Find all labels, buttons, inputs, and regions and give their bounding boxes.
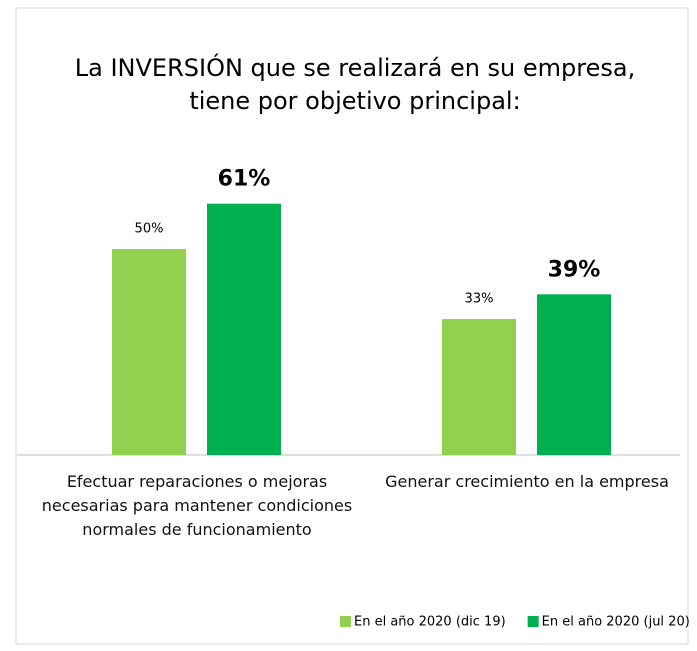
- data-label: 61%: [218, 167, 271, 192]
- bar: [537, 294, 611, 455]
- legend-swatch: [340, 616, 351, 627]
- bar: [442, 319, 516, 455]
- x-tick-label: Efectuar reparaciones o mejoras necesari…: [41, 472, 353, 539]
- legend-label: En el año 2020 (dic 19): [354, 615, 506, 630]
- data-label: 50%: [135, 222, 164, 237]
- data-label: 33%: [465, 292, 494, 307]
- bar: [207, 203, 281, 455]
- legend-swatch: [527, 616, 539, 627]
- x-tick-label: Generar crecimiento en la empresa: [385, 472, 669, 491]
- chart-border: [15, 7, 689, 645]
- data-label: 39%: [548, 257, 601, 282]
- bar: [112, 249, 186, 455]
- chart-title: La INVERSIÓN que se realizará en su empr…: [74, 54, 636, 115]
- legend-label: En el año 2020 (jul 20): [542, 615, 690, 630]
